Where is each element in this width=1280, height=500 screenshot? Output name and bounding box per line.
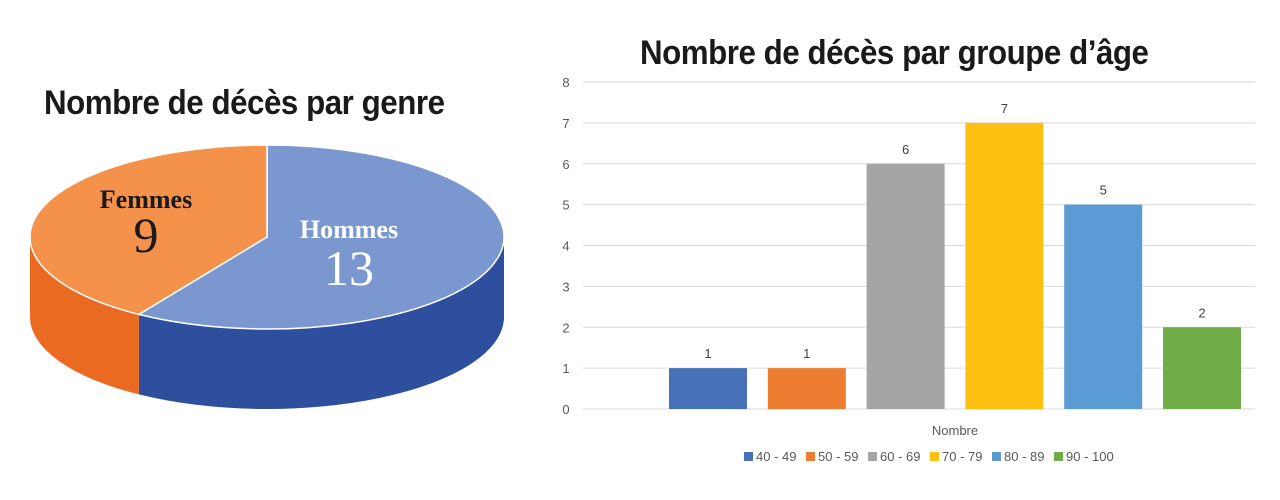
x-axis-category-label: Nombre xyxy=(932,423,978,438)
pie-value-femmes: 9 xyxy=(134,207,159,263)
legend-swatch xyxy=(1054,452,1063,461)
pie-slice-hommes xyxy=(136,144,505,330)
y-tick-label: 7 xyxy=(562,116,569,131)
legend-swatch xyxy=(992,452,1001,461)
bar-60-69 xyxy=(866,163,945,409)
legend-swatch xyxy=(744,452,753,461)
data-label: 2 xyxy=(1198,305,1205,320)
y-tick-label: 8 xyxy=(562,75,569,90)
pie-value-hommes: 13 xyxy=(324,240,374,296)
pie-label-femmes: Femmes xyxy=(100,185,192,214)
y-tick-label: 3 xyxy=(562,279,569,294)
data-label: 1 xyxy=(704,346,711,361)
y-tick-label: 4 xyxy=(562,239,569,254)
pie-chart-title: Nombre de décès par genre xyxy=(44,84,445,122)
legend-label: 50 - 59 xyxy=(818,449,858,464)
data-label: 5 xyxy=(1100,183,1107,198)
legend-label: 80 - 89 xyxy=(1004,449,1044,464)
data-label: 6 xyxy=(902,142,909,157)
legend-swatch xyxy=(806,452,815,461)
pie-label-hommes: Hommes xyxy=(300,215,398,244)
pie-side-femmes xyxy=(29,237,139,395)
y-tick-label: 2 xyxy=(562,320,569,335)
legend-swatch xyxy=(868,452,877,461)
legend-swatch xyxy=(930,452,939,461)
bar-70-79 xyxy=(965,122,1044,409)
bar-40-49 xyxy=(669,368,747,409)
data-label: 7 xyxy=(1001,101,1008,116)
y-tick-label: 0 xyxy=(562,402,569,417)
legend-label: 40 - 49 xyxy=(756,449,796,464)
pie-side-hommes xyxy=(138,237,504,409)
bar-chart-title: Nombre de décès par groupe d’âge xyxy=(640,34,1149,72)
pie-slice-femmes xyxy=(29,144,268,316)
legend-label: 90 - 100 xyxy=(1066,449,1114,464)
y-tick-label: 6 xyxy=(562,157,569,172)
bar-80-89 xyxy=(1064,204,1143,409)
legend-label: 60 - 69 xyxy=(880,449,920,464)
bar-50-59 xyxy=(767,368,846,409)
bar-90-100 xyxy=(1163,327,1241,409)
y-tick-label: 1 xyxy=(562,361,569,376)
y-tick-label: 5 xyxy=(562,198,569,213)
legend-label: 70 - 79 xyxy=(942,449,982,464)
data-label: 1 xyxy=(803,346,810,361)
